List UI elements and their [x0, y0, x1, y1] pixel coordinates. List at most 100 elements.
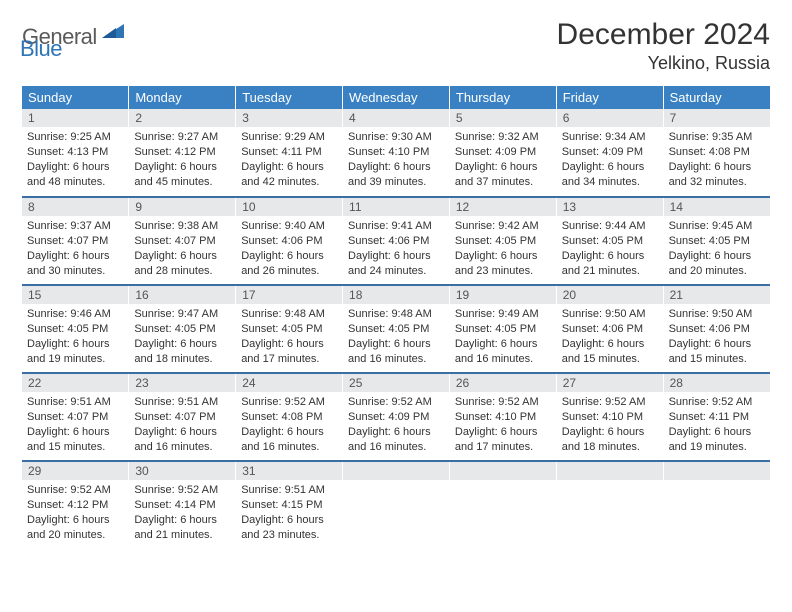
calendar-day-cell: 18Sunrise: 9:48 AMSunset: 4:05 PMDayligh…	[343, 285, 450, 373]
day-number: 14	[664, 198, 770, 216]
day-number: 13	[557, 198, 663, 216]
calendar-day-cell: 7Sunrise: 9:35 AMSunset: 4:08 PMDaylight…	[663, 109, 770, 197]
sunrise-line: Sunrise: 9:41 AM	[348, 219, 444, 234]
day-details	[664, 480, 770, 487]
sunrise-line: Sunrise: 9:52 AM	[348, 395, 444, 410]
daylight-line: Daylight: 6 hours and 48 minutes.	[27, 160, 123, 190]
calendar-day-cell: 8Sunrise: 9:37 AMSunset: 4:07 PMDaylight…	[22, 197, 129, 285]
calendar-week-row: 15Sunrise: 9:46 AMSunset: 4:05 PMDayligh…	[22, 285, 770, 373]
day-number: 27	[557, 374, 663, 392]
calendar-day-cell: 13Sunrise: 9:44 AMSunset: 4:05 PMDayligh…	[556, 197, 663, 285]
sunset-line: Sunset: 4:10 PM	[348, 145, 444, 160]
daylight-line: Daylight: 6 hours and 37 minutes.	[455, 160, 551, 190]
daylight-line: Daylight: 6 hours and 28 minutes.	[134, 249, 230, 279]
calendar-week-row: 22Sunrise: 9:51 AMSunset: 4:07 PMDayligh…	[22, 373, 770, 461]
calendar-day-cell	[343, 461, 450, 549]
day-number	[343, 462, 449, 480]
day-details	[343, 480, 449, 487]
calendar-day-cell: 14Sunrise: 9:45 AMSunset: 4:05 PMDayligh…	[663, 197, 770, 285]
sunrise-line: Sunrise: 9:52 AM	[455, 395, 551, 410]
header-row: General December 2024 Yelkino, Russia	[22, 18, 770, 74]
daylight-line: Daylight: 6 hours and 19 minutes.	[27, 337, 123, 367]
calendar-day-cell: 2Sunrise: 9:27 AMSunset: 4:12 PMDaylight…	[129, 109, 236, 197]
day-details: Sunrise: 9:41 AMSunset: 4:06 PMDaylight:…	[343, 216, 449, 282]
sunrise-line: Sunrise: 9:52 AM	[241, 395, 337, 410]
sunrise-line: Sunrise: 9:38 AM	[134, 219, 230, 234]
sunset-line: Sunset: 4:07 PM	[27, 234, 123, 249]
sunrise-line: Sunrise: 9:49 AM	[455, 307, 551, 322]
sunset-line: Sunset: 4:10 PM	[455, 410, 551, 425]
day-details: Sunrise: 9:37 AMSunset: 4:07 PMDaylight:…	[22, 216, 128, 282]
day-details: Sunrise: 9:34 AMSunset: 4:09 PMDaylight:…	[557, 127, 663, 193]
day-details: Sunrise: 9:52 AMSunset: 4:10 PMDaylight:…	[557, 392, 663, 458]
calendar-day-cell: 28Sunrise: 9:52 AMSunset: 4:11 PMDayligh…	[663, 373, 770, 461]
day-details: Sunrise: 9:35 AMSunset: 4:08 PMDaylight:…	[664, 127, 770, 193]
sunset-line: Sunset: 4:07 PM	[134, 234, 230, 249]
sunset-line: Sunset: 4:05 PM	[455, 234, 551, 249]
calendar-day-cell: 10Sunrise: 9:40 AMSunset: 4:06 PMDayligh…	[236, 197, 343, 285]
calendar-day-cell: 3Sunrise: 9:29 AMSunset: 4:11 PMDaylight…	[236, 109, 343, 197]
sunset-line: Sunset: 4:06 PM	[669, 322, 765, 337]
day-number: 4	[343, 109, 449, 127]
daylight-line: Daylight: 6 hours and 23 minutes.	[455, 249, 551, 279]
day-number: 11	[343, 198, 449, 216]
day-number: 9	[129, 198, 235, 216]
day-number: 5	[450, 109, 556, 127]
weekday-header: Friday	[556, 86, 663, 109]
calendar-day-cell: 9 Sunrise: 9:38 AMSunset: 4:07 PMDaylight…	[129, 197, 236, 285]
sunset-line: Sunset: 4:05 PM	[134, 322, 230, 337]
sunset-line: Sunset: 4:05 PM	[562, 234, 658, 249]
sunset-line: Sunset: 4:15 PM	[241, 498, 337, 513]
day-number: 16	[129, 286, 235, 304]
daylight-line: Daylight: 6 hours and 39 minutes.	[348, 160, 444, 190]
calendar-day-cell: 5Sunrise: 9:32 AMSunset: 4:09 PMDaylight…	[449, 109, 556, 197]
day-number: 29	[22, 462, 128, 480]
daylight-line: Daylight: 6 hours and 34 minutes.	[562, 160, 658, 190]
day-number: 30	[129, 462, 235, 480]
sunrise-line: Sunrise: 9:29 AM	[241, 130, 337, 145]
day-details: Sunrise: 9:49 AMSunset: 4:05 PMDaylight:…	[450, 304, 556, 370]
brand-word-blue: Blue	[20, 36, 62, 61]
day-number: 6	[557, 109, 663, 127]
daylight-line: Daylight: 6 hours and 15 minutes.	[669, 337, 765, 367]
day-number	[557, 462, 663, 480]
sunrise-line: Sunrise: 9:52 AM	[134, 483, 230, 498]
sunrise-line: Sunrise: 9:44 AM	[562, 219, 658, 234]
day-number: 3	[236, 109, 342, 127]
day-details: Sunrise: 9:52 AMSunset: 4:10 PMDaylight:…	[450, 392, 556, 458]
day-number	[450, 462, 556, 480]
sunrise-line: Sunrise: 9:25 AM	[27, 130, 123, 145]
calendar-day-cell: 12Sunrise: 9:42 AMSunset: 4:05 PMDayligh…	[449, 197, 556, 285]
sunset-line: Sunset: 4:08 PM	[669, 145, 765, 160]
daylight-line: Daylight: 6 hours and 15 minutes.	[27, 425, 123, 455]
calendar-page: General December 2024 Yelkino, Russia Bl…	[0, 0, 792, 612]
sunrise-line: Sunrise: 9:37 AM	[27, 219, 123, 234]
calendar-day-cell: 11Sunrise: 9:41 AMSunset: 4:06 PMDayligh…	[343, 197, 450, 285]
sunset-line: Sunset: 4:14 PM	[134, 498, 230, 513]
title-block: December 2024 Yelkino, Russia	[557, 18, 770, 74]
daylight-line: Daylight: 6 hours and 20 minutes.	[669, 249, 765, 279]
sunset-line: Sunset: 4:05 PM	[348, 322, 444, 337]
daylight-line: Daylight: 6 hours and 17 minutes.	[455, 425, 551, 455]
calendar-day-cell: 1Sunrise: 9:25 AMSunset: 4:13 PMDaylight…	[22, 109, 129, 197]
daylight-line: Daylight: 6 hours and 45 minutes.	[134, 160, 230, 190]
weekday-header: Tuesday	[236, 86, 343, 109]
daylight-line: Daylight: 6 hours and 20 minutes.	[27, 513, 123, 543]
daylight-line: Daylight: 6 hours and 18 minutes.	[134, 337, 230, 367]
daylight-line: Daylight: 6 hours and 30 minutes.	[27, 249, 123, 279]
day-number: 23	[129, 374, 235, 392]
calendar-header: Sunday Monday Tuesday Wednesday Thursday…	[22, 86, 770, 109]
day-details: Sunrise: 9:27 AMSunset: 4:12 PMDaylight:…	[129, 127, 235, 193]
day-number: 18	[343, 286, 449, 304]
day-details: Sunrise: 9:52 AMSunset: 4:09 PMDaylight:…	[343, 392, 449, 458]
calendar-day-cell	[449, 461, 556, 549]
day-details: Sunrise: 9:25 AMSunset: 4:13 PMDaylight:…	[22, 127, 128, 193]
calendar-day-cell: 6Sunrise: 9:34 AMSunset: 4:09 PMDaylight…	[556, 109, 663, 197]
day-details: Sunrise: 9:48 AMSunset: 4:05 PMDaylight:…	[236, 304, 342, 370]
daylight-line: Daylight: 6 hours and 24 minutes.	[348, 249, 444, 279]
sunset-line: Sunset: 4:12 PM	[27, 498, 123, 513]
sunrise-line: Sunrise: 9:32 AM	[455, 130, 551, 145]
day-number: 28	[664, 374, 770, 392]
weekday-header: Saturday	[663, 86, 770, 109]
day-details: Sunrise: 9:51 AMSunset: 4:15 PMDaylight:…	[236, 480, 342, 546]
